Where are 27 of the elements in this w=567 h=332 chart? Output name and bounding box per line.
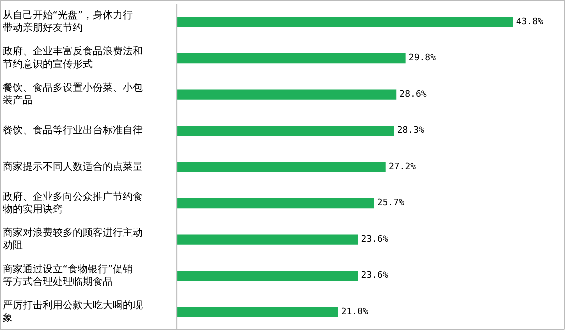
bar — [177, 90, 397, 100]
data-label: 21.0% — [341, 307, 370, 318]
data-label: 25.7% — [377, 198, 406, 209]
y-tick-label: 政府、企业多向公众推广节约食物的实用诀窍 — [2, 190, 143, 216]
bar — [177, 126, 394, 136]
y-tick-label: 餐饮、食品多设置小份菜、小包装产品 — [2, 82, 143, 107]
data-label: 29.8% — [408, 54, 437, 64]
y-tick-label: 商家提示不同人数适合的点菜量 — [2, 160, 143, 173]
bar — [177, 162, 386, 172]
y-tick-label: 政府、企业丰富反食品浪费法和节约意识的宣传形式 — [2, 46, 143, 70]
data-label: 43.8% — [516, 17, 544, 28]
y-tick-label: 从自己开始“光盘”，身体力行带动亲朋好友节约 — [2, 9, 134, 34]
y-tick-label: 严厉打击利用公款大吃大喝的现象 — [2, 300, 143, 324]
y-tick-label: 商家对浪费较多的顾客进行主动劝阻 — [2, 227, 143, 252]
y-tick-label: 商家通过设立“食物银行”促销等方式合理处理临期食品 — [2, 263, 134, 288]
bar — [177, 17, 514, 28]
bar — [177, 198, 374, 209]
bar — [177, 307, 338, 318]
bar — [177, 271, 358, 282]
bar — [177, 53, 406, 64]
data-label: 27.2% — [388, 162, 417, 172]
data-label: 23.6% — [361, 234, 389, 245]
data-label: 23.6% — [361, 271, 389, 282]
data-label: 28.3% — [397, 126, 426, 136]
y-tick-label: 餐饮、食品等行业出台标准自律 — [2, 124, 143, 137]
data-label: 28.6% — [400, 90, 428, 100]
bar — [177, 234, 358, 245]
